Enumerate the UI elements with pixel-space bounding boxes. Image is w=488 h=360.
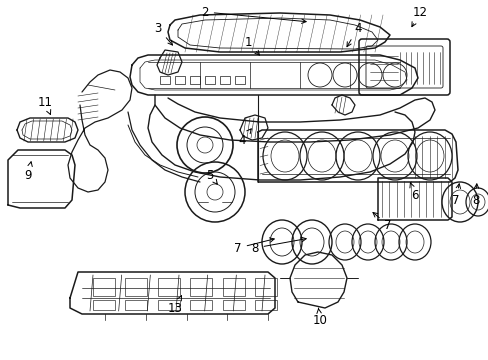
Text: 13: 13 (167, 296, 182, 315)
Text: 3: 3 (154, 22, 172, 45)
Text: 1: 1 (244, 36, 259, 55)
Text: 10: 10 (312, 308, 327, 327)
Bar (204, 76, 215, 84)
Text: 12: 12 (411, 5, 427, 27)
Text: 9: 9 (24, 162, 32, 181)
Text: 2: 2 (201, 5, 305, 23)
Bar (125, 278, 147, 296)
Text: 7: 7 (234, 238, 274, 255)
Text: 8: 8 (251, 237, 305, 255)
Bar (220, 76, 229, 84)
Bar (158, 300, 180, 310)
Bar (160, 76, 170, 84)
Text: 4: 4 (238, 129, 251, 147)
Bar (254, 278, 276, 296)
Bar (235, 76, 244, 84)
Bar (190, 278, 212, 296)
Bar (158, 278, 180, 296)
Text: 7: 7 (451, 184, 460, 207)
Bar (93, 278, 115, 296)
Text: 4: 4 (346, 22, 361, 47)
Bar (222, 300, 244, 310)
Bar (190, 300, 212, 310)
Text: 6: 6 (409, 183, 418, 202)
Bar (254, 300, 276, 310)
Text: 7: 7 (372, 212, 391, 231)
Bar (222, 278, 244, 296)
Bar (175, 76, 184, 84)
Bar (93, 300, 115, 310)
Bar (190, 76, 200, 84)
Text: 8: 8 (471, 184, 479, 207)
Bar (125, 300, 147, 310)
Text: 11: 11 (38, 95, 52, 114)
Text: 5: 5 (206, 168, 217, 184)
